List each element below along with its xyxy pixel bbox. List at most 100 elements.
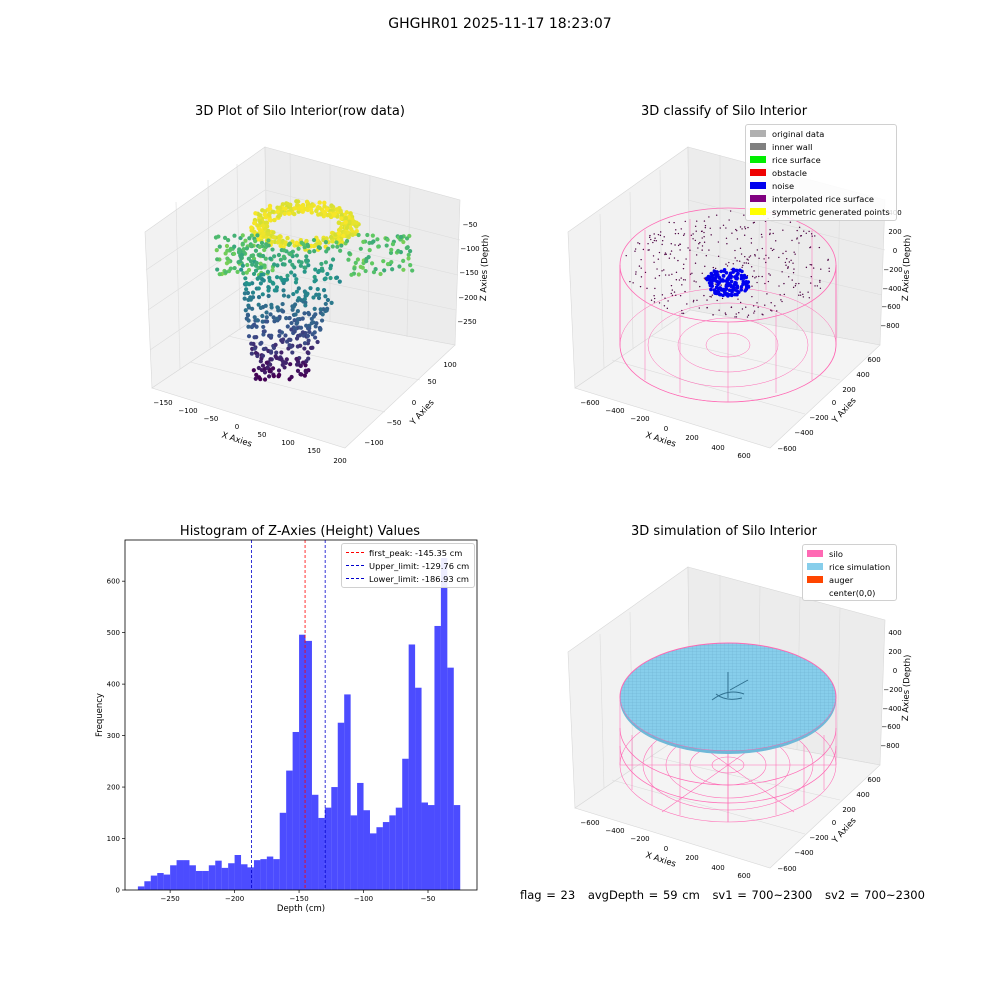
raw-point (244, 287, 249, 292)
raw-point (270, 234, 275, 239)
surface-point (653, 233, 655, 235)
surface-point (739, 301, 742, 304)
raw-point (252, 236, 257, 241)
raw-point (259, 272, 264, 277)
raw-point (225, 248, 230, 253)
surface-point (770, 302, 772, 304)
raw-point (389, 247, 394, 252)
surface-point (649, 234, 651, 237)
raw-point (319, 266, 325, 271)
raw-point (273, 235, 278, 240)
surface-point (701, 272, 703, 275)
raw-point (305, 350, 310, 355)
surface-point (682, 279, 685, 281)
histogram-bar (415, 687, 422, 890)
raw-point (252, 217, 258, 223)
noise-point (715, 289, 719, 294)
raw-point (309, 316, 314, 322)
noise-point (717, 280, 722, 284)
surface-point (666, 307, 669, 310)
histogram-bar (163, 874, 171, 890)
raw-point (302, 346, 307, 351)
raw-point (253, 345, 258, 350)
raw-point (278, 208, 283, 214)
raw-point (304, 254, 309, 259)
surface-point (690, 234, 693, 237)
noise-point (727, 275, 731, 279)
raw-point (305, 258, 310, 263)
surface-point (796, 237, 798, 239)
surface-point (722, 224, 725, 226)
raw-point (284, 205, 289, 210)
raw-point (398, 250, 403, 255)
raw-point (267, 217, 272, 222)
raw-ztick: −150 (459, 269, 478, 277)
raw-point (361, 260, 366, 266)
surface-point (747, 314, 750, 316)
raw-point (366, 254, 371, 260)
surface-point (761, 247, 764, 250)
surface-point (663, 269, 665, 271)
surface-point (634, 250, 636, 252)
surface-point (730, 306, 733, 309)
noise-point (714, 279, 718, 283)
raw-point (358, 264, 363, 269)
noise-point (730, 288, 735, 292)
raw-point (328, 275, 333, 281)
raw-point (266, 238, 271, 243)
raw-point (303, 290, 308, 295)
surface-point (679, 249, 681, 251)
raw-point (267, 237, 272, 242)
raw-point (327, 212, 332, 218)
raw-point (355, 257, 361, 262)
raw-point (294, 240, 299, 246)
surface-point (687, 247, 689, 249)
surface-point (709, 227, 711, 229)
raw-point (268, 350, 274, 355)
cls-xtick: 0 (664, 425, 668, 433)
histogram-xtick-label: −150 (289, 895, 308, 903)
raw-point (294, 277, 299, 282)
raw-point (248, 297, 253, 302)
raw-point (301, 333, 306, 338)
raw-point (258, 221, 264, 227)
raw-point (317, 200, 322, 205)
raw-point (323, 244, 328, 249)
raw-point (284, 339, 290, 344)
raw-point (246, 334, 252, 339)
noise-point (735, 285, 740, 290)
surface-point (740, 253, 743, 255)
raw-point (301, 299, 306, 304)
raw-point (330, 211, 335, 216)
noise-point (709, 287, 713, 292)
raw-point (278, 357, 283, 362)
raw-point (278, 275, 283, 280)
raw-point (287, 316, 292, 321)
raw-point (266, 348, 271, 354)
raw-point (253, 376, 258, 381)
classify-legend: original data inner wall rice surface obsta… (745, 124, 897, 221)
surface-point (684, 290, 686, 293)
raw-point (346, 221, 352, 226)
raw-xlabel: X Axies (220, 430, 253, 449)
raw-point (261, 324, 266, 330)
raw-point (268, 335, 274, 340)
surface-point (731, 232, 733, 234)
raw-point (270, 366, 276, 371)
surface-point (667, 300, 669, 302)
raw-point (226, 259, 231, 265)
noise-point (725, 282, 730, 286)
raw-point (256, 226, 262, 231)
noise-point (724, 279, 729, 283)
raw-point (240, 233, 245, 238)
noise-point (726, 294, 730, 298)
raw-point (263, 220, 268, 226)
surface-point (647, 249, 649, 251)
surface-point (652, 255, 655, 257)
raw-point (296, 246, 301, 251)
cls-ytick: 400 (856, 371, 869, 379)
classify-zlabel: Z Axies (Depth) (901, 234, 913, 301)
noise-point (715, 273, 720, 278)
raw-point (298, 242, 303, 247)
legend-item: silo (807, 547, 896, 560)
